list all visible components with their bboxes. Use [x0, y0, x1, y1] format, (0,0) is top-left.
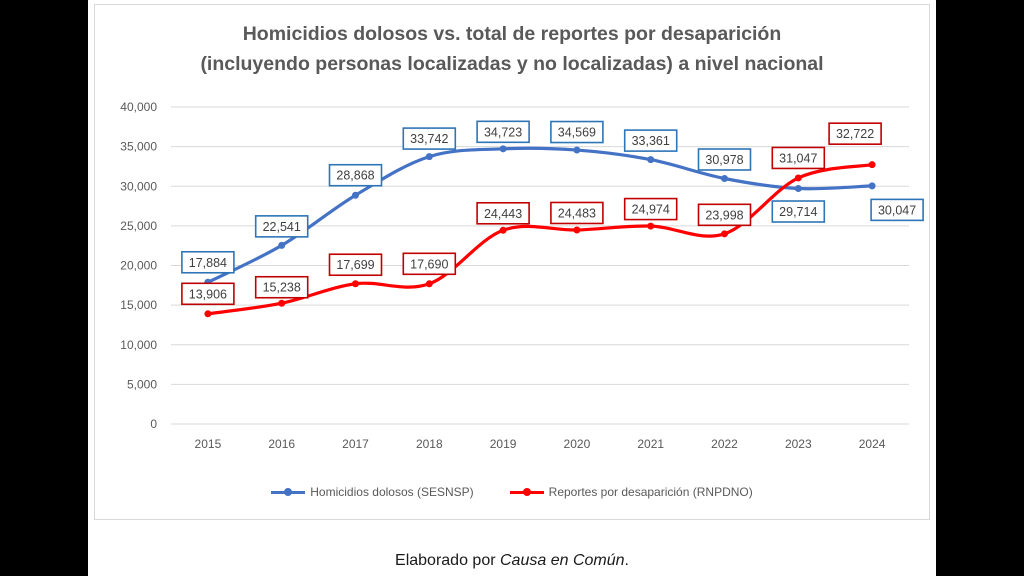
data-label-box: [254, 215, 309, 238]
data-label-box: [254, 275, 309, 299]
y-tick-label: 5,000: [127, 377, 157, 391]
data-point: [573, 226, 581, 234]
slide: Homicidios dolosos vs. total de reportes…: [88, 0, 936, 576]
y-tick-label: 15,000: [120, 298, 157, 312]
data-label: 17,690: [410, 257, 448, 271]
data-point: [425, 280, 433, 288]
data-label: 15,238: [263, 281, 301, 295]
data-point: [794, 174, 802, 182]
data-label: 33,742: [410, 132, 448, 146]
chart-title: Homicidios dolosos vs. total de reportes…: [95, 19, 929, 79]
data-label: 30,978: [705, 153, 743, 167]
chart-title-line-1: Homicidios dolosos vs. total de reportes…: [242, 23, 782, 45]
y-tick-label: 25,000: [120, 219, 157, 233]
data-point: [868, 182, 876, 190]
data-label: 22,541: [263, 220, 301, 234]
y-tick-label: 40,000: [120, 100, 157, 114]
source-caption: Elaborado por Causa en Común.: [88, 552, 936, 570]
data-point: [278, 299, 286, 307]
caption-suffix: .: [624, 552, 629, 569]
data-label-box: [181, 250, 235, 274]
data-label: 30,047: [878, 203, 916, 217]
legend-item-homicidios: Homicidios dolosos (SESNSP): [271, 485, 474, 499]
data-label: 17,884: [189, 256, 227, 270]
caption-prefix: Elaborado por: [395, 552, 500, 569]
x-tick-label: 2019: [490, 437, 517, 451]
x-tick-label: 2018: [416, 437, 443, 451]
x-tick-label: 2017: [342, 437, 369, 451]
x-tick-label: 2016: [268, 437, 295, 451]
data-label: 24,443: [484, 207, 522, 221]
x-tick-label: 2020: [564, 437, 591, 451]
data-point: [499, 145, 507, 153]
legend-swatch-homicidios: [271, 486, 306, 498]
data-point: [573, 146, 581, 154]
chart-frame: Homicidios dolosos vs. total de reportes…: [94, 4, 930, 520]
data-label: 32,722: [836, 127, 874, 141]
data-label: 23,998: [705, 208, 743, 222]
data-label-box: [402, 252, 457, 276]
data-label-box: [771, 146, 826, 170]
chart-plot: 0 5,000 10,000 15,000 20,000 25,000 30,000 35,0…: [120, 100, 924, 451]
x-tick-label: 2022: [711, 437, 738, 451]
data-label-box: [550, 120, 604, 144]
data-label-box: [328, 163, 383, 187]
legend-item-desaparicion: Reportes por desaparición (RNPDNO): [509, 485, 753, 499]
chart-title-line-2: (incluyendo personas localizadas y no lo…: [200, 53, 824, 75]
data-label-box: [828, 122, 882, 145]
data-label-box: [697, 203, 752, 227]
data-label-box: [476, 120, 530, 144]
y-tick-label: 10,000: [120, 338, 157, 352]
data-label: 29,714: [779, 205, 817, 219]
data-point: [647, 222, 655, 230]
data-label-box: [328, 253, 383, 277]
x-tick-label: 2023: [785, 437, 812, 451]
data-label: 34,723: [484, 125, 522, 139]
series-line: [207, 163, 873, 316]
data-label-box: [181, 282, 235, 306]
y-tick-label: 30,000: [120, 179, 157, 193]
data-label: 31,047: [779, 151, 817, 165]
data-label-box: [476, 201, 530, 225]
series-line: [207, 146, 873, 284]
y-tick-label: 0: [150, 417, 157, 431]
data-label: 17,699: [336, 258, 374, 272]
x-tick-label: 2015: [195, 437, 222, 451]
data-label-box: [870, 198, 924, 222]
legend-label-homicidios: Homicidios dolosos (SESNSP): [310, 485, 474, 499]
data-label: 28,868: [336, 169, 374, 183]
data-point: [868, 161, 876, 169]
legend-label-desaparicion: Reportes por desaparición (RNPDNO): [548, 485, 753, 499]
data-label-box: [697, 148, 752, 171]
caption-source: Causa en Común: [500, 552, 625, 569]
chart-legend: Homicidios dolosos (SESNSP) Reportes por…: [95, 485, 929, 499]
data-label-box: [771, 200, 826, 223]
data-label: 33,361: [632, 134, 670, 148]
data-point: [425, 153, 433, 161]
data-label: 24,974: [632, 203, 670, 217]
data-label-box: [550, 201, 604, 225]
data-point: [794, 185, 802, 193]
data-point: [278, 241, 286, 249]
data-label: 13,906: [189, 287, 227, 301]
y-tick-label: 35,000: [120, 140, 157, 154]
x-tick-label: 2021: [637, 437, 664, 451]
data-label: 34,569: [558, 126, 596, 140]
data-point: [204, 310, 212, 318]
data-label-box: [402, 127, 457, 150]
data-label-box: [623, 197, 678, 221]
data-point: [721, 174, 728, 182]
data-point: [352, 280, 359, 288]
data-label-box: [623, 129, 678, 152]
y-tick-label: 20,000: [120, 259, 157, 273]
data-point: [499, 226, 507, 234]
data-point: [721, 230, 728, 238]
data-point: [647, 156, 655, 164]
data-label: 24,483: [558, 206, 596, 220]
data-point: [352, 191, 359, 199]
x-tick-label: 2024: [859, 437, 886, 451]
legend-swatch-desaparicion: [509, 486, 544, 498]
